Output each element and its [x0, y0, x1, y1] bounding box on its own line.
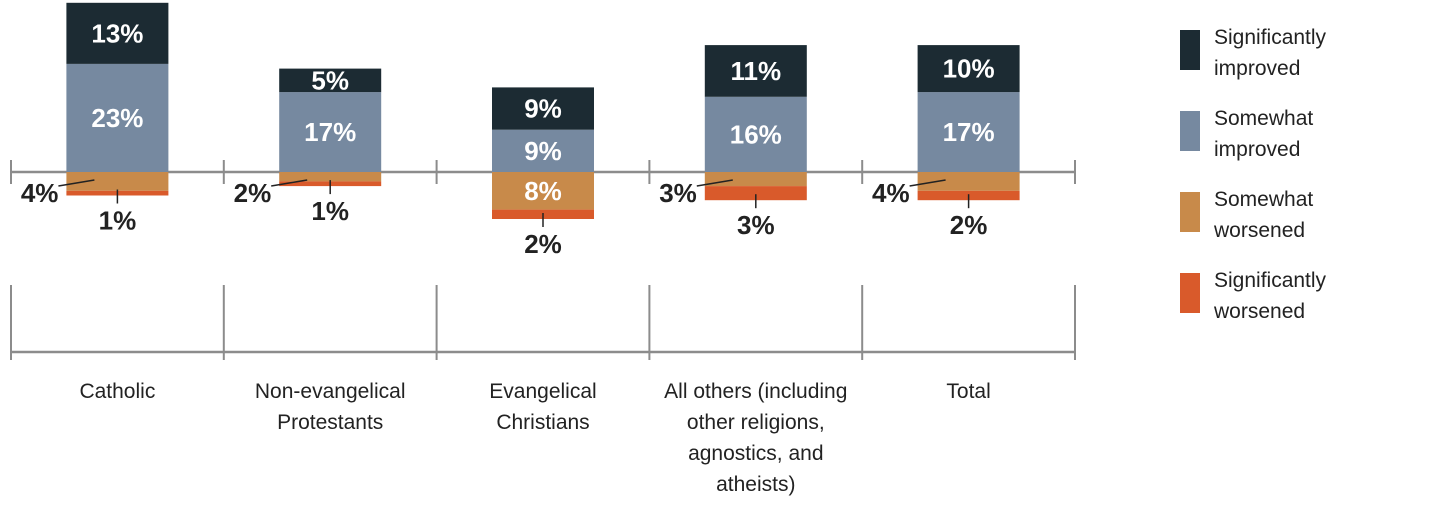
bar-somewhat-improved [492, 129, 594, 172]
leader-line [271, 179, 308, 187]
label-somewhat-worsened: 2% [234, 178, 272, 208]
legend-label: Significantly [1214, 269, 1327, 292]
label-somewhat-improved: 23% [91, 103, 143, 133]
bar-significantly-improved [66, 2, 169, 64]
bar-somewhat-improved [66, 63, 169, 172]
category-label: Total [946, 380, 990, 403]
label-somewhat-worsened: 4% [872, 178, 910, 208]
label-somewhat-improved: 17% [943, 117, 995, 147]
label-significantly-improved: 10% [943, 54, 995, 84]
legend-label: worsened [1213, 219, 1305, 242]
bar-significantly-worsened [704, 186, 807, 201]
bar-significantly-improved [704, 45, 807, 97]
bar-somewhat-worsened [704, 172, 807, 187]
bar-somewhat-improved [704, 96, 807, 172]
legend-label: improved [1214, 138, 1300, 161]
label-significantly-improved: 5% [311, 65, 349, 95]
bar-significantly-improved [917, 45, 1020, 93]
label-significantly-improved: 13% [91, 18, 143, 48]
label-significantly-worsened: 2% [524, 229, 562, 259]
bar-somewhat-worsened [66, 172, 169, 191]
legend-label: Significantly [1214, 26, 1327, 49]
category-label: Non-evangelical [255, 380, 406, 403]
label-somewhat-improved: 17% [304, 117, 356, 147]
label-significantly-worsened: 1% [311, 196, 349, 226]
label-somewhat-worsened: 8% [524, 176, 562, 206]
legend-swatch [1180, 111, 1200, 151]
label-significantly-improved: 11% [730, 56, 781, 86]
category-label: other religions, [687, 411, 825, 434]
legend-label: improved [1214, 57, 1300, 80]
legend-swatch [1180, 273, 1200, 313]
label-somewhat-improved: 16% [730, 119, 782, 149]
bar-significantly-improved [492, 87, 594, 130]
legend-label: Somewhat [1214, 107, 1313, 130]
category-label: Catholic [79, 380, 155, 403]
bar-somewhat-improved [279, 92, 382, 172]
legend-label: worsened [1213, 300, 1305, 323]
category-label: Protestants [277, 411, 383, 434]
leader-line [696, 179, 733, 187]
label-somewhat-improved: 9% [524, 136, 562, 166]
bar-somewhat-worsened [279, 172, 382, 182]
category-label: All others (including [664, 380, 847, 403]
label-significantly-improved: 9% [524, 94, 562, 124]
label-significantly-worsened: 3% [737, 210, 775, 240]
label-somewhat-worsened: 3% [659, 178, 697, 208]
leader-line [909, 179, 946, 187]
bar-somewhat-improved [917, 92, 1020, 172]
category-label: atheists) [716, 473, 795, 496]
legend-swatch [1180, 192, 1200, 232]
label-significantly-worsened: 1% [99, 206, 137, 236]
category-label: Evangelical [489, 380, 596, 403]
bar-somewhat-worsened [917, 172, 1020, 191]
category-label: Christians [496, 411, 589, 434]
label-significantly-worsened: 2% [950, 210, 988, 240]
leader-line [58, 179, 95, 187]
category-label: agnostics, and [688, 442, 823, 465]
legend-label: Somewhat [1214, 188, 1313, 211]
label-somewhat-worsened: 4% [21, 178, 59, 208]
bar-significantly-improved [279, 68, 382, 93]
bar-somewhat-worsened [492, 172, 594, 210]
legend-swatch [1180, 30, 1200, 70]
